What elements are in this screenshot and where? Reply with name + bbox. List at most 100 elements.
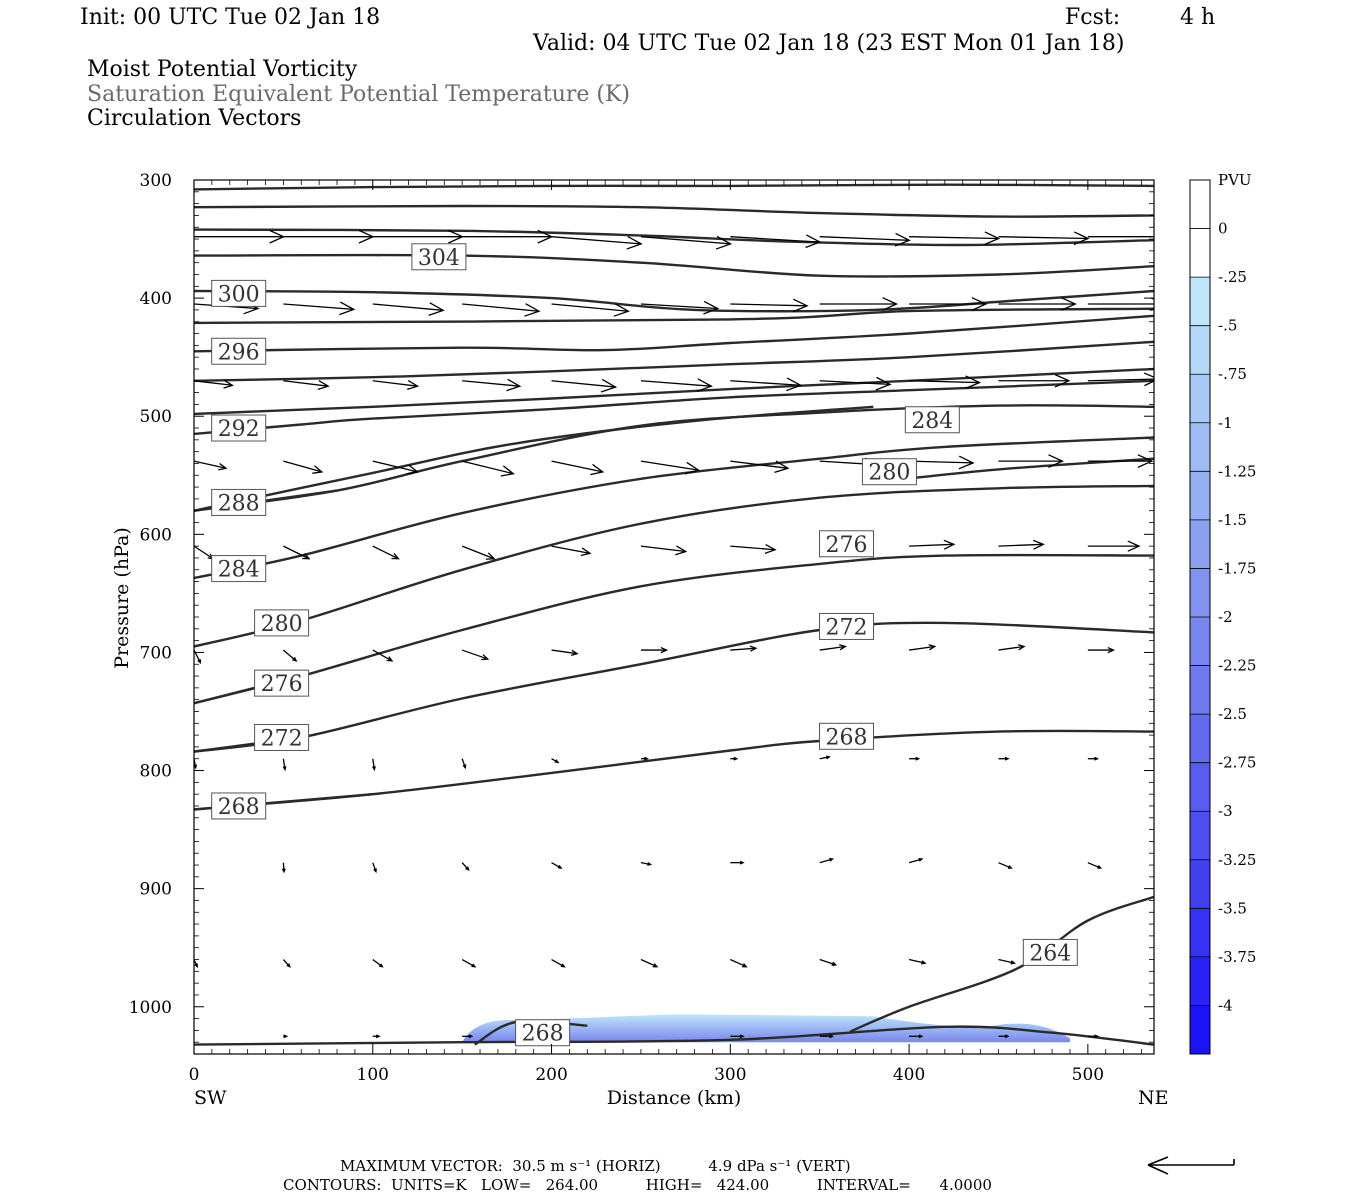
colorbar-swatch [1190,908,1210,958]
circulation-vector [283,229,375,244]
svg-text:264: 264 [1029,941,1071,966]
colorbar-label: -.5 [1218,317,1237,335]
circulation-vector [909,756,921,761]
y-tick-label: 800 [140,762,172,782]
circulation-vector [461,862,470,872]
circulation-vector [998,1034,1010,1039]
colorbar-label: 0 [1218,220,1228,238]
circulation-vector [909,1034,924,1039]
colorbar-label: -2.75 [1218,754,1256,772]
contour-line-292 [194,379,1154,436]
circulation-vector [372,302,445,316]
circulation-vector [819,232,911,247]
contour-line-304 [194,228,1154,247]
circulation-vector [730,958,748,968]
contour-label-272: 272 [819,612,875,640]
colorbar-swatch [1190,1005,1210,1055]
mpv-shading-region [462,1014,1070,1043]
contour-label-292: 292 [211,414,267,442]
contour-line-288 [194,367,1154,416]
circulation-vector [551,862,563,869]
contour-label-300: 300 [211,279,267,307]
svg-text:296: 296 [218,340,260,365]
contour-label-280: 280 [861,458,917,486]
circulation-vector [730,298,809,313]
circulation-vector [730,460,790,474]
circulation-vector [909,539,956,550]
svg-text:288: 288 [218,491,260,516]
colorbar-swatch [1190,374,1210,424]
circulation-vector [461,758,467,770]
contour-label-276: 276 [819,530,875,558]
contour-label-304: 304 [411,243,467,271]
circulation-vector [730,645,758,652]
circulation-vector [462,303,541,317]
y-tick-label: 1000 [129,998,172,1018]
circulation-vector [1087,540,1141,552]
y-tick-label: 600 [140,525,172,545]
svg-text:292: 292 [218,417,260,442]
contour-label-268: 268 [819,722,875,750]
field-title-theta-es: Saturation Equivalent Potential Temperat… [87,82,630,107]
circulation-vector [1087,372,1154,387]
circulation-vector [461,958,477,968]
colorbar-label: -3 [1218,802,1233,820]
circulation-vector [640,646,669,654]
valid-time: Valid: 04 UTC Tue 02 Jan 18 (23 EST Mon … [533,31,1125,56]
colorbar-swatch [1190,859,1210,909]
circulation-vector [461,545,496,560]
circulation-vector [909,375,982,390]
contour-caption: CONTOURS: UNITS=K LOW= 264.00 HIGH= 424.… [283,1176,992,1194]
field-title-mpv: Moist Potential Vorticity [87,57,358,82]
circulation-vector [908,644,937,651]
x-tick-label: 200 [535,1065,567,1085]
contour-line-272 [194,621,1154,753]
colorbar-swatch [1190,471,1210,521]
circulation-vector [998,644,1026,651]
colorbar-swatch [1190,617,1210,667]
circulation-vector [1087,646,1116,654]
svg-text:300: 300 [218,282,260,307]
x-tick-label: 500 [1072,1065,1104,1085]
circulation-vector [551,758,560,764]
circulation-vector [909,455,975,470]
circulation-vector [551,958,566,968]
svg-text:276: 276 [826,533,868,558]
circulation-vector [372,958,384,968]
circulation-vector [372,460,420,475]
x-tick-label: 300 [714,1065,746,1085]
circulation-vector [909,297,988,311]
svg-text:272: 272 [261,726,303,751]
colorbar-label: -2 [1218,608,1233,626]
colorbar-label: -2.25 [1218,657,1256,675]
circulation-vector [1087,1034,1100,1039]
colorbar-label: -1.75 [1218,559,1256,577]
colorbar-label: -.75 [1218,365,1247,383]
svg-text:268: 268 [522,1022,564,1047]
circulation-vector [1087,297,1154,311]
circulation-vector [282,959,291,968]
colorbar-label: -3.5 [1218,899,1247,917]
init-time: Init: 00 UTC Tue 02 Jan 18 [80,5,381,30]
colorbar-label: -3.25 [1218,851,1256,869]
circulation-vector [998,958,1017,965]
colorbar-label: -2.5 [1218,705,1247,723]
colorbar-swatch [1190,277,1210,327]
svg-text:272: 272 [826,615,868,640]
contour-label-284: 284 [904,406,960,434]
circulation-vector [819,644,847,651]
circulation-vector [909,231,1001,246]
circulation-vector [551,649,579,657]
colorbar-label: -3.75 [1218,948,1256,966]
circulation-vector [372,380,420,391]
colorbar-swatch [1190,325,1210,375]
x-end-label-sw: SW [194,1087,227,1109]
contour-line-296 [194,314,1154,353]
y-tick-label: 500 [140,407,172,427]
svg-text:280: 280 [261,612,303,637]
colorbar-label: -1.5 [1218,511,1247,529]
circulation-vector [640,958,659,968]
contour-label-280: 280 [254,609,310,637]
colorbar-swatch [1190,228,1210,278]
circulation-vector [551,378,618,393]
